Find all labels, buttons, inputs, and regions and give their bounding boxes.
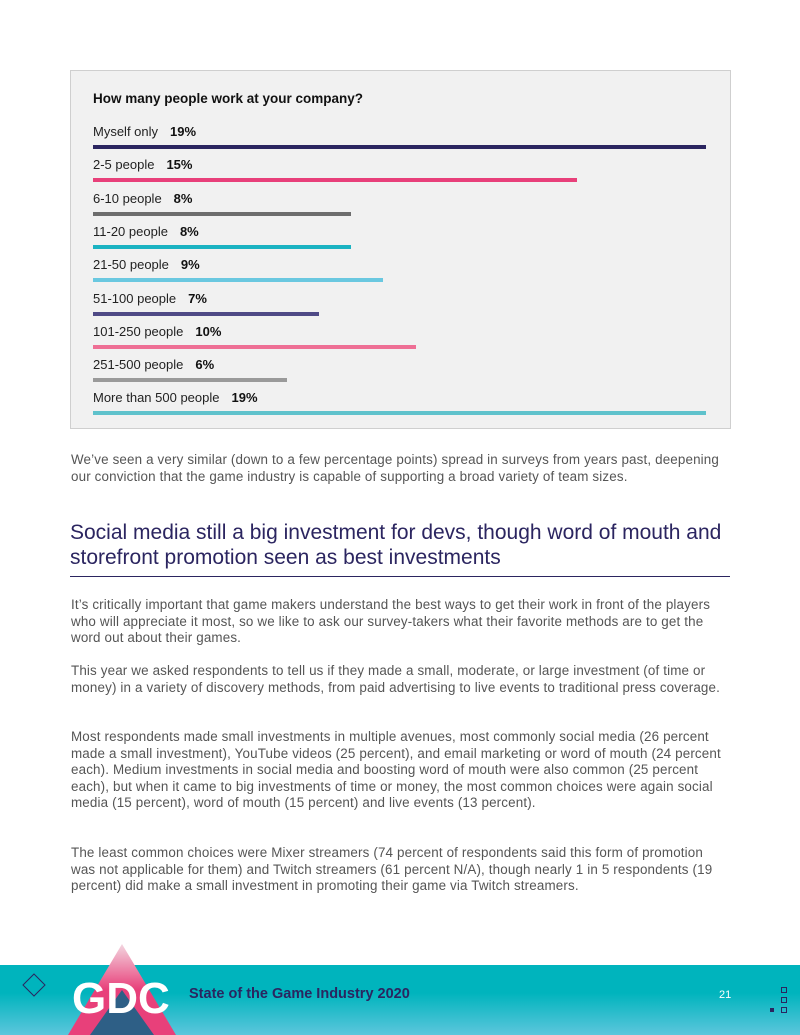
square-icon	[781, 997, 787, 1003]
bar	[93, 178, 577, 183]
paragraph: The least common choices were Mixer stre…	[71, 845, 713, 894]
square-filled-icon	[770, 1008, 774, 1012]
section-heading: Social media still a big investment for …	[70, 520, 730, 577]
chart-row: Myself only 19%	[93, 123, 706, 156]
value-label: 19%	[170, 124, 197, 139]
category-label: 51-100 people	[93, 290, 177, 306]
bar	[93, 344, 416, 349]
bar	[93, 411, 706, 416]
chart-row: 21-50 people 9%	[93, 256, 384, 289]
category-label: More than 500 people	[93, 390, 220, 406]
value-label: 9%	[180, 257, 200, 273]
category-label: 21-50 people	[93, 257, 169, 273]
category-label: 2-5 people	[93, 157, 155, 173]
bar	[93, 311, 319, 316]
category-label: 101-250 people	[93, 323, 184, 339]
footer-title: State of the Game Industry 2020	[189, 986, 410, 1002]
bar	[93, 244, 352, 249]
square-icon	[781, 1007, 787, 1013]
bar	[93, 211, 352, 216]
value-label: 6%	[195, 357, 215, 373]
paragraph: Most respondents made small investments …	[71, 729, 721, 811]
logo-text: GDC	[72, 974, 170, 1023]
diamond-icon	[22, 973, 46, 997]
company-size-chart: How many people work at your company? My…	[70, 70, 731, 429]
value-label: 7%	[188, 290, 207, 306]
bar	[93, 145, 706, 149]
chart-row: 11-20 people 8%	[93, 223, 352, 256]
value-label: 8%	[179, 223, 199, 239]
chart-title: How many people work at your company?	[93, 91, 364, 106]
value-label: 15%	[166, 157, 193, 173]
square-icon	[781, 987, 787, 993]
category-label: 11-20 people	[93, 223, 168, 239]
paragraph: This year we asked respondents to tell u…	[71, 663, 720, 695]
value-label: 8%	[173, 190, 193, 206]
chart-row: 51-100 people 7%	[93, 290, 319, 323]
chart-row: More than 500 people 19%	[93, 389, 706, 422]
chart-row: 101-250 people 10%	[93, 323, 416, 356]
gdc-logo: GDC	[22, 944, 176, 1035]
paragraph: We’ve seen a very similar (down to a few…	[71, 452, 719, 484]
value-label: 10%	[195, 323, 222, 339]
category-label: Myself only	[93, 124, 159, 139]
chart-row: 2-5 people 15%	[93, 156, 577, 189]
category-label: 251-500 people	[93, 357, 184, 373]
page-number: 21	[719, 989, 732, 1001]
bar	[93, 278, 384, 283]
bar	[93, 378, 287, 383]
chart-row: 251-500 people 6%	[93, 356, 287, 389]
category-label: 6-10 people	[93, 190, 162, 206]
chart-row: 6-10 people 8%	[93, 190, 352, 223]
value-label: 19%	[231, 390, 258, 406]
paragraph: It’s critically important that game make…	[71, 597, 711, 646]
